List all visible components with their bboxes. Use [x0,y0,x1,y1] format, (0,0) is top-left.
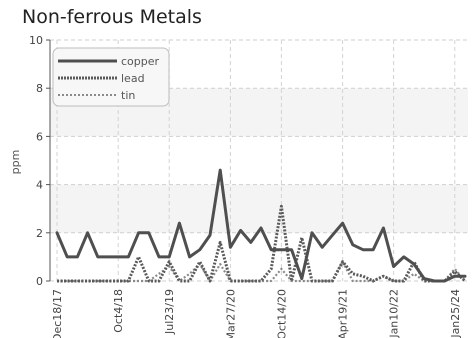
y-axis-ticks: 0 2 4 6 8 10 [29,34,50,288]
x-tick-label: Oct4/18 [112,289,125,333]
y-tick-label: 4 [36,179,43,192]
series-lines [55,168,467,283]
x-tick-label: Mar27/20 [224,289,237,338]
legend: copper lead tin [52,47,170,107]
chart-title: Non-ferrous Metals [22,6,202,28]
y-tick-label: 10 [29,34,43,47]
legend-label-lead: lead [121,72,145,85]
y-axis-label: ppm [9,150,22,175]
x-tick-label: Apr19/21 [337,289,350,338]
y-tick-label: 2 [36,227,43,240]
y-tick-label: 0 [36,275,43,288]
y-tick-label: 6 [36,130,43,143]
series-line-lead [57,204,467,283]
series-line-copper [55,168,467,283]
grid-band [50,136,468,185]
x-tick-label: Jul23/19 [163,289,176,335]
grid-band [50,184,468,233]
x-tick-label: Oct14/20 [275,289,288,338]
gridlines [50,39,468,282]
y-tick-label: 8 [36,82,43,95]
x-tick-label: Jan25/24 [449,289,462,338]
x-axis-ticks: Dec18/17 Oct4/18 Jul23/19 Mar27/20 Oct14/20 A… [51,289,462,338]
legend-label-copper: copper [121,55,160,68]
x-tick-label: Jan10/22 [388,289,401,338]
x-tick-label: Dec18/17 [51,289,64,338]
legend-label-tin: tin [121,89,135,102]
